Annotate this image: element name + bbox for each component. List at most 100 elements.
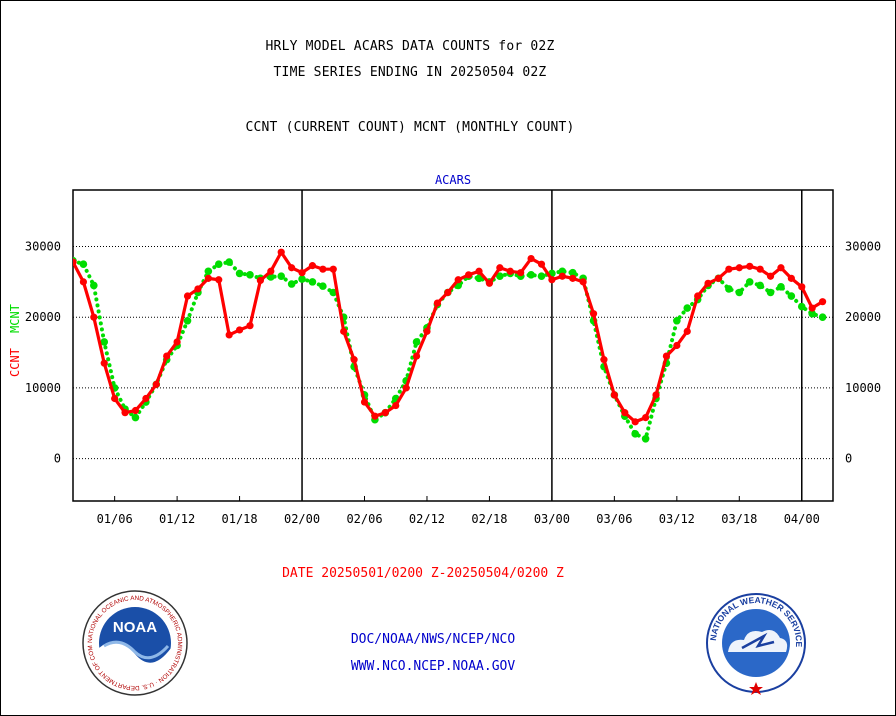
mcnt-point [808, 309, 816, 318]
x-tick-label: 01/06 [97, 512, 133, 526]
ccnt-point [433, 299, 441, 307]
ccnt-point [537, 260, 546, 268]
chart-title-line2: TIME SERIES ENDING IN 20250504 02Z [273, 65, 547, 80]
ccnt-point [444, 288, 452, 297]
y-tick-label-left: 0 [54, 452, 61, 466]
footer-link-doc[interactable]: DOC/NOAA/NWS/NCEP/NCO [350, 632, 516, 647]
ccnt-point [267, 267, 275, 275]
mcnt-point [204, 267, 213, 276]
mcnt-point [756, 281, 764, 290]
ccnt-point [246, 322, 254, 330]
x-tick-label: 03/12 [659, 512, 695, 526]
ccnt-line [73, 250, 824, 424]
mcnt-point [329, 288, 338, 297]
ccnt-point [173, 338, 181, 346]
mcnt-point [797, 302, 806, 311]
ccnt-point [371, 412, 379, 420]
mcnt-point [90, 281, 98, 290]
ccnt-point [412, 352, 421, 360]
mcnt-point [496, 272, 504, 281]
ccnt-point [288, 264, 296, 272]
mcnt-point [277, 272, 286, 281]
ccnt-point [735, 264, 743, 272]
nws-logo[interactable]: NATIONAL WEATHER SERVICE [706, 590, 806, 696]
ccnt-point [298, 269, 306, 277]
y-tick-label-left: 10000 [25, 381, 61, 395]
mcnt-point [298, 275, 306, 283]
ccnt-point [662, 352, 671, 360]
mcnt-point [214, 260, 223, 269]
mcnt-point [725, 285, 733, 293]
ccnt-point [402, 384, 410, 392]
x-tick-label: 01/12 [159, 512, 195, 526]
y-tick-label-right: 0 [845, 452, 852, 466]
panel-title: ACARS [435, 173, 471, 187]
ccnt-point [798, 283, 806, 291]
ccnt-point [600, 356, 608, 364]
ccnt-point [694, 292, 702, 300]
ccnt-point [485, 279, 494, 287]
mcnt-point [225, 258, 233, 266]
ccnt-point [548, 276, 556, 284]
mcnt-point [131, 413, 140, 422]
ccnt-point [527, 254, 535, 263]
mcnt-point [537, 272, 546, 281]
ccnt-point [235, 326, 244, 334]
mcnt-point [235, 269, 244, 278]
mcnt-point [319, 282, 327, 290]
x-tick-label: 03/00 [534, 512, 570, 526]
x-tick-label: 02/12 [409, 512, 445, 526]
chart-title-line1: HRLY MODEL ACARS DATA COUNTS for 02Z [265, 39, 555, 54]
ccnt-point [725, 265, 733, 273]
y-tick-label-right: 20000 [845, 310, 881, 324]
noaa-logo[interactable]: NOAA NATIONAL OCEANIC AND ATMOSPHERIC AD… [80, 588, 190, 698]
ccnt-point [558, 272, 566, 280]
ccnt-point [777, 264, 785, 272]
ccnt-point [496, 264, 504, 272]
y-tick-label-left: 30000 [25, 240, 61, 254]
ccnt-point [569, 274, 577, 282]
ccnt-point [183, 292, 192, 300]
ccnt-point [475, 267, 483, 275]
ccnt-point [787, 274, 795, 282]
ccnt-point [90, 313, 98, 321]
y-tick-label-right: 30000 [845, 240, 881, 254]
x-tick-label: 02/06 [346, 512, 382, 526]
ccnt-point [589, 310, 598, 318]
x-tick-label: 02/18 [471, 512, 507, 526]
ccnt-point [579, 278, 587, 286]
x-tick-label: 02/00 [284, 512, 320, 526]
ccnt-point [465, 271, 473, 279]
ccnt-point [673, 341, 681, 350]
footer-link-website[interactable]: WWW.NCO.NCEP.NOAA.GOV [350, 659, 516, 674]
mcnt-point [79, 260, 88, 269]
ccnt-point [194, 285, 202, 293]
mcnt-point [745, 278, 754, 286]
ccnt-point [152, 380, 160, 388]
ccnt-point [381, 409, 389, 417]
mcnt-point [631, 430, 639, 438]
ccnt-point [454, 276, 462, 284]
y-legend-ccnt: CCNT [8, 348, 22, 377]
ccnt-point [111, 394, 119, 403]
mcnt-point [683, 304, 692, 312]
mcnt-point [100, 338, 109, 346]
x-tick-label: 04/00 [784, 512, 820, 526]
ccnt-point [319, 265, 327, 273]
plot-frame [72, 189, 834, 502]
ccnt-point [621, 409, 629, 417]
ccnt-point [818, 298, 827, 306]
ccnt-point [131, 406, 140, 415]
y-legend-mcnt: MCNT [8, 304, 22, 333]
x-tick-label: 03/18 [721, 512, 757, 526]
acars-time-series-chart: ACARS 0 0 10000 10000 20000 20000 30000 30000 01/… [8, 173, 881, 526]
ccnt-point [329, 265, 337, 273]
ccnt-point [350, 356, 358, 364]
ccnt-point [642, 413, 650, 422]
ccnt-point [225, 331, 233, 339]
mcnt-point [183, 316, 192, 325]
mcnt-point [777, 283, 785, 291]
ccnt-point [704, 279, 712, 287]
x-tick-label: 01/18 [222, 512, 258, 526]
ccnt-point [423, 327, 431, 335]
